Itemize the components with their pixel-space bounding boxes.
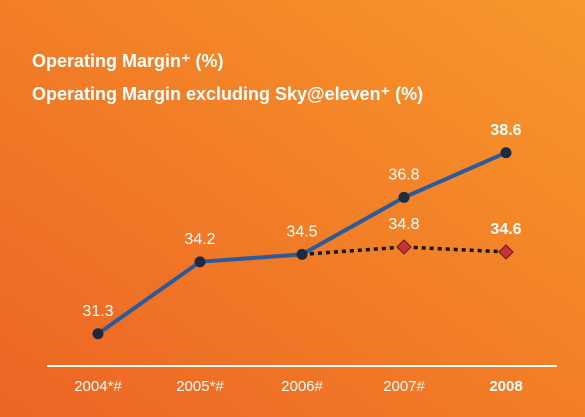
x-tick-label: 2005*# (176, 378, 224, 395)
value-label: 34.2 (184, 231, 215, 248)
value-label: 31.3 (82, 303, 113, 320)
point (398, 191, 410, 203)
value-label: 36.8 (388, 167, 419, 184)
value-label: 38.6 (490, 122, 521, 139)
chart-subtitle: Operating Margin excluding Sky@eleven⁺ (… (32, 84, 423, 104)
point (500, 147, 512, 159)
point (194, 256, 206, 268)
x-tick-label: 2004*# (74, 378, 122, 395)
dotted-line (301, 245, 507, 257)
value-label: 34.6 (490, 221, 521, 238)
x-tick-label: 2007# (383, 378, 425, 395)
x-tick-label: 2008 (489, 378, 522, 395)
point (296, 248, 308, 260)
diamond (396, 239, 412, 255)
value-label: 34.8 (388, 216, 419, 233)
diamond (498, 244, 514, 260)
x-tick-label: 2006# (281, 378, 323, 395)
value-label: 34.5 (286, 224, 317, 241)
point (92, 328, 104, 340)
chart-title: Operating Margin⁺ (%) (32, 51, 224, 71)
